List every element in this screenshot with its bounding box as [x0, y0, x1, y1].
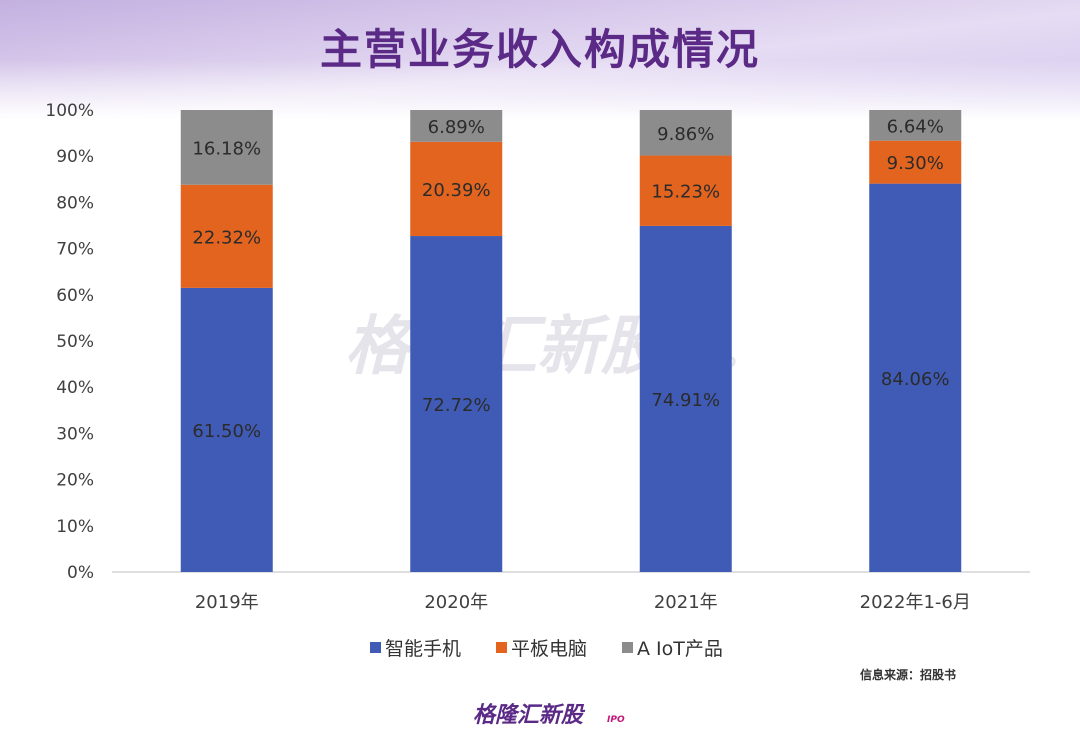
y-tick-label: 20%: [56, 471, 94, 491]
x-category-label: 2021年: [654, 592, 718, 613]
segment-value-label: 9.86%: [657, 124, 714, 145]
y-tick-label: 30%: [56, 424, 94, 444]
legend-item: A IoT产品: [622, 638, 723, 660]
bar-segment: [869, 110, 962, 141]
y-tick-label: 0%: [67, 563, 94, 583]
segment-value-label: 16.18%: [192, 138, 261, 159]
legend-item: 平板电脑: [496, 638, 587, 660]
bar-segment: [180, 184, 273, 288]
legend-swatch: [622, 642, 633, 653]
segment-value-label: 84.06%: [881, 369, 950, 390]
x-category-label: 2019年: [195, 592, 259, 613]
source-note: 信息来源：招股书: [860, 667, 956, 682]
segment-value-label: 15.23%: [651, 182, 720, 203]
bars-layer: [180, 110, 962, 572]
legend-item: 智能手机: [370, 638, 461, 660]
bar-segment: [639, 155, 732, 226]
segment-value-label: 6.64%: [887, 116, 944, 137]
segment-value-label: 20.39%: [422, 180, 491, 201]
segment-value-label: 74.91%: [651, 390, 720, 411]
x-category-label: 2020年: [424, 592, 488, 613]
x-category-label: 2022年1-6月: [860, 592, 971, 613]
bar-segment: [410, 110, 503, 142]
legend-label: A IoT产品: [637, 638, 723, 660]
segment-value-label: 22.32%: [192, 227, 261, 248]
y-tick-label: 80%: [56, 193, 94, 213]
bar-segment: [639, 225, 732, 572]
y-tick-label: 100%: [45, 101, 94, 121]
bar-segment: [180, 287, 273, 572]
legend-label: 平板电脑: [511, 638, 587, 660]
watermark-text: 格隆汇新股: [345, 310, 672, 384]
y-tick-label: 60%: [56, 286, 94, 306]
chart-title: 主营业务收入构成情况: [320, 25, 760, 74]
brand-logo-text: 格隆汇新股: [473, 702, 586, 728]
y-tick-label: 10%: [56, 517, 94, 537]
bar-segment: [410, 141, 503, 237]
y-tick-label: 50%: [56, 332, 94, 352]
bar-segment: [410, 236, 503, 572]
bar-segment: [639, 110, 732, 156]
y-tick-label: 90%: [56, 147, 94, 167]
bar-segment: [869, 183, 962, 572]
bar-segment: [869, 140, 962, 184]
legend: 智能手机 平板电脑 A IoT产品: [370, 638, 723, 660]
y-tick-label: 70%: [56, 240, 94, 260]
segment-value-label: 6.89%: [428, 117, 485, 138]
legend-label: 智能手机: [385, 638, 461, 660]
axis-layer: 0% 10% 20% 30% 40% 50% 60% 70% 80% 90% 100% 2019年 20…: [45, 101, 1030, 613]
segment-value-label: 9.30%: [887, 153, 944, 174]
legend-swatch: [496, 642, 507, 653]
segment-value-label: 72.72%: [422, 395, 491, 416]
legend-swatch: [370, 642, 381, 653]
y-tick-label: 40%: [56, 378, 94, 398]
segment-value-label: 61.50%: [192, 421, 261, 442]
brand-logo-suffix: IPO: [607, 715, 625, 725]
segment-labels-layer: 61.50% 22.32% 16.18% 72.72% 20.39% 6.89% 74.91…: [192, 116, 949, 442]
bar-segment: [180, 110, 273, 185]
